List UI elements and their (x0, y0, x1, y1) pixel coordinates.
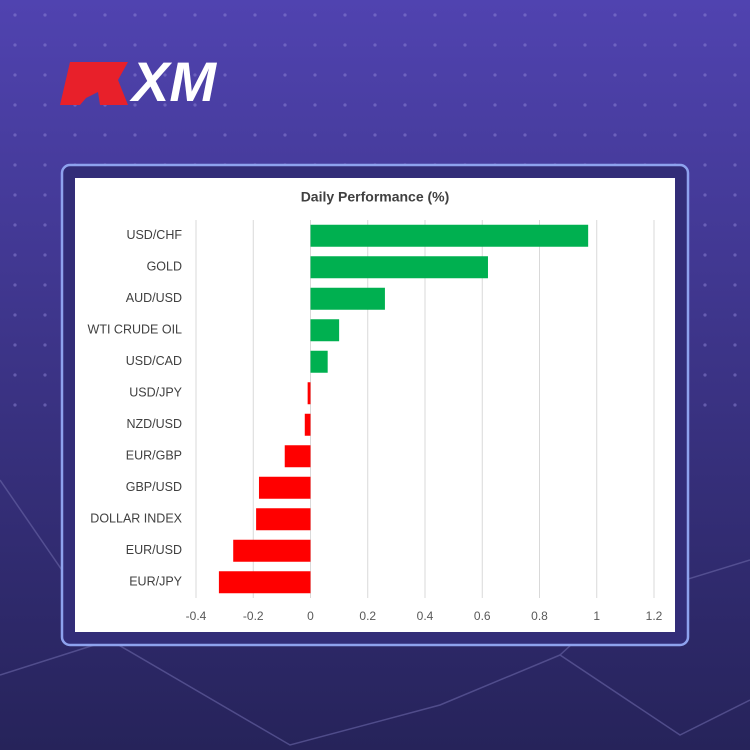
bar (310, 287, 385, 310)
bar (218, 571, 311, 594)
chart-area (75, 178, 675, 632)
bar (304, 413, 311, 436)
y-tick-label: GBP/USD (126, 480, 182, 494)
bar (256, 508, 311, 531)
chart-title: Daily Performance (%) (301, 189, 450, 205)
x-tick-label: 0.6 (474, 609, 491, 623)
y-tick-label: EUR/JPY (129, 575, 182, 589)
y-tick-label: WTI CRUDE OIL (88, 323, 182, 337)
y-tick-label: EUR/USD (126, 543, 182, 557)
y-tick-label: USD/JPY (129, 386, 182, 400)
y-tick-label: NZD/USD (126, 417, 182, 431)
x-tick-label: 0.2 (359, 609, 376, 623)
logo-text: XM (129, 50, 217, 113)
x-tick-label: 0 (307, 609, 314, 623)
y-tick-label: USD/CAD (126, 354, 182, 368)
bar (310, 350, 328, 373)
x-tick-label: -0.2 (243, 609, 264, 623)
bar (310, 319, 340, 342)
bar (284, 445, 311, 468)
x-tick-label: -0.4 (186, 609, 207, 623)
bar (307, 382, 311, 405)
bar (233, 539, 311, 562)
x-tick-label: 1 (593, 609, 600, 623)
bar (310, 224, 589, 247)
y-tick-label: AUD/USD (126, 291, 182, 305)
y-tick-label: USD/CHF (126, 228, 182, 242)
x-tick-label: 1.2 (646, 609, 663, 623)
logo-mark (60, 62, 128, 105)
bar (310, 256, 488, 279)
bar (258, 476, 311, 499)
plot: -0.4 -0.2 0 0.2 0.4 0.6 0.8 1 1.2 USD/CHF GOLD AUD/… (88, 220, 663, 623)
logo: XM (60, 50, 217, 113)
y-tick-label: EUR/GBP (126, 449, 182, 463)
x-tick-label: 0.4 (417, 609, 434, 623)
y-tick-label: GOLD (147, 260, 182, 274)
x-tick-label: 0.8 (531, 609, 548, 623)
y-tick-label: DOLLAR INDEX (90, 512, 182, 526)
